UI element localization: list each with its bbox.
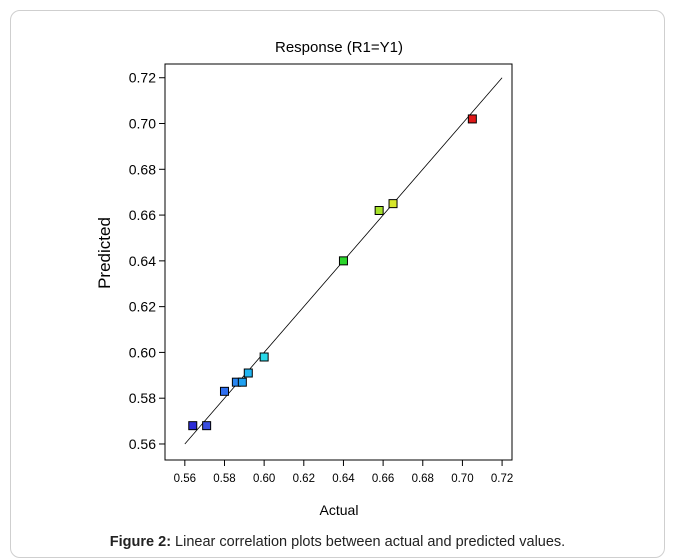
y-tick-label: 0.72 <box>129 70 156 86</box>
y-tick-label: 0.62 <box>129 299 156 315</box>
data-point <box>237 377 247 387</box>
caption-text: Linear correlation plots between actual … <box>171 534 566 550</box>
data-point <box>388 199 398 209</box>
x-tick-label: 0.68 <box>412 473 434 485</box>
x-tick-label: 0.66 <box>372 473 394 485</box>
data-point <box>243 368 253 378</box>
x-tick-label: 0.62 <box>293 473 315 485</box>
data-point <box>202 421 212 431</box>
x-tick-label: 0.72 <box>491 473 513 485</box>
plot-frame <box>164 63 513 461</box>
figure-caption: Figure 2: Linear correlation plots betwe… <box>0 534 675 550</box>
chart-title: Response (R1=Y1) <box>275 39 403 56</box>
y-axis-label: Predicted <box>95 217 114 289</box>
data-point <box>219 386 229 396</box>
data-point <box>374 205 384 215</box>
y-tick-label: 0.68 <box>129 161 156 177</box>
caption-label: Figure 2: <box>109 534 172 550</box>
x-tick-label: 0.70 <box>451 473 473 485</box>
x-tick-label: 0.60 <box>253 473 275 485</box>
y-tick-label: 0.60 <box>129 344 156 360</box>
x-tick-label: 0.64 <box>332 473 355 485</box>
y-tick-label: 0.58 <box>129 390 156 406</box>
y-tick-label: 0.64 <box>129 253 156 269</box>
x-tick-label: 0.56 <box>174 473 196 485</box>
x-axis-label: Actual <box>320 502 359 518</box>
data-point <box>467 114 477 124</box>
data-point <box>338 256 348 266</box>
x-tick-label: 0.58 <box>213 473 235 485</box>
y-tick-label: 0.70 <box>129 116 156 132</box>
data-point <box>259 352 269 362</box>
data-point <box>188 421 198 431</box>
y-tick-label: 0.66 <box>129 207 156 223</box>
y-tick-label: 0.56 <box>129 436 156 452</box>
